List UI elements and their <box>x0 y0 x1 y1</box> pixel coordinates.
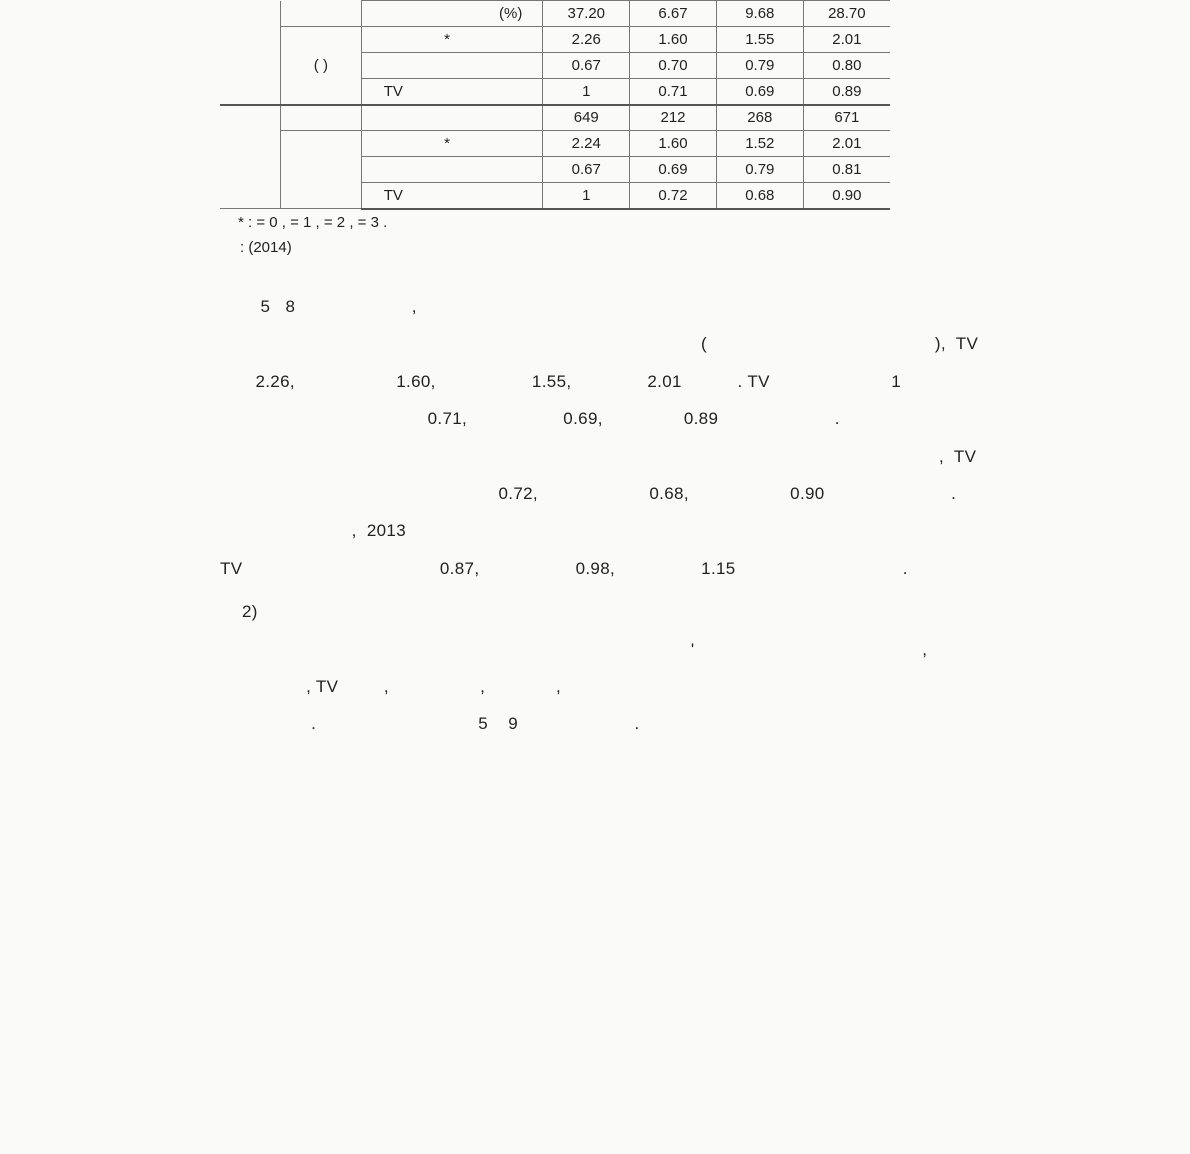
value-cell: 28.70 <box>803 1 890 27</box>
value-cell: 37.20 <box>543 1 630 27</box>
data-table: (%)37.206.679.6828.70( )*2.261.601.552.0… <box>220 0 890 210</box>
subgroup-col: ( ) <box>281 27 362 105</box>
value-cell: 1.55 <box>716 27 803 53</box>
value-cell: 0.79 <box>716 157 803 183</box>
value-cell: 1 <box>543 79 630 105</box>
row-label <box>361 53 543 79</box>
body-line: ( ), TV <box>220 325 900 362</box>
row-label: * <box>361 27 543 53</box>
value-cell: 671 <box>803 105 890 131</box>
body-line: 5 8 , <box>220 288 900 325</box>
value-cell: 0.70 <box>630 53 717 79</box>
value-cell: 0.69 <box>716 79 803 105</box>
value-cell: 0.71 <box>630 79 717 105</box>
value-cell: 0.72 <box>630 183 717 209</box>
value-cell: 212 <box>630 105 717 131</box>
value-cell: 0.81 <box>803 157 890 183</box>
group-col <box>220 79 281 105</box>
row-label <box>361 105 543 131</box>
group-col <box>220 105 281 209</box>
body-line: TV 0.87, 0.98, 1.15 . <box>220 550 900 587</box>
value-cell: 9.68 <box>716 1 803 27</box>
row-label <box>361 157 543 183</box>
body-line: ' , <box>220 631 900 668</box>
row-label: TV <box>361 183 543 209</box>
value-cell: 0.68 <box>716 183 803 209</box>
value-cell: 1.60 <box>630 131 717 157</box>
value-cell: 0.69 <box>630 157 717 183</box>
source: : (2014) <box>240 239 900 256</box>
subgroup-col <box>281 105 362 131</box>
value-cell: 2.01 <box>803 27 890 53</box>
group-col <box>220 27 281 53</box>
value-cell: 0.80 <box>803 53 890 79</box>
row-label: TV <box>361 79 543 105</box>
value-cell: 649 <box>543 105 630 131</box>
body-line: . 5 9 . <box>220 705 900 742</box>
body-line: , TV , , , <box>220 668 900 705</box>
body-line: , TV <box>220 438 900 475</box>
group-col <box>220 53 281 79</box>
value-cell: 0.89 <box>803 79 890 105</box>
value-cell: 2.01 <box>803 131 890 157</box>
value-cell: 6.67 <box>630 1 717 27</box>
value-cell: 2.24 <box>543 131 630 157</box>
value-cell: 0.79 <box>716 53 803 79</box>
row-label: * <box>361 131 543 157</box>
group-col <box>220 1 281 27</box>
value-cell: 0.90 <box>803 183 890 209</box>
value-cell: 1.60 <box>630 27 717 53</box>
value-cell: 0.67 <box>543 53 630 79</box>
body-line: 0.72, 0.68, 0.90 . <box>220 475 900 512</box>
row-label: (%) <box>361 1 543 27</box>
footnote: * : = 0 , = 1 , = 2 , = 3 <box>248 210 900 236</box>
body-line: 2) <box>242 593 900 630</box>
value-cell: 268 <box>716 105 803 131</box>
value-cell: 1.52 <box>716 131 803 157</box>
value-cell: 2.26 <box>543 27 630 53</box>
body-text: 5 8 , ( ), TV 2.26, <box>220 288 900 743</box>
body-line: 0.71, 0.69, 0.89 . <box>220 400 900 437</box>
body-line: , 2013 <box>220 512 900 549</box>
subgroup-col <box>281 131 362 209</box>
value-cell: 1 <box>543 183 630 209</box>
value-cell: 0.67 <box>543 157 630 183</box>
subgroup-col <box>281 1 362 27</box>
body-line: 2.26, 1.60, 1.55, 2.01 . TV 1 <box>220 363 900 400</box>
